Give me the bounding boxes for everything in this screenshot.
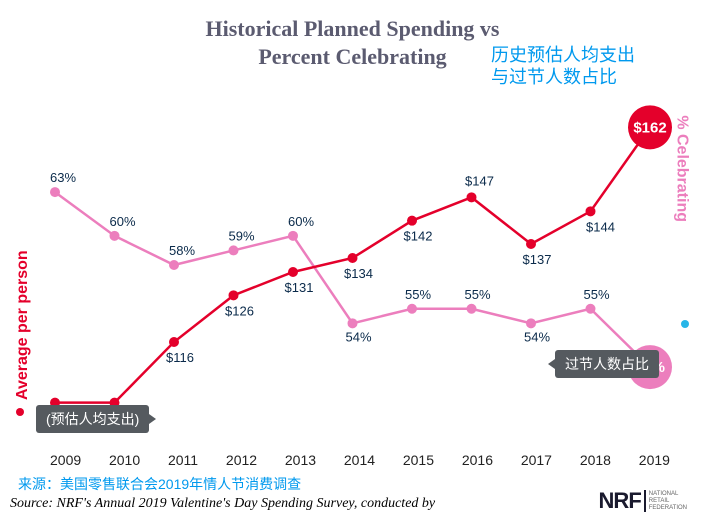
x-tick: 2017 xyxy=(521,452,552,468)
logo-side1: NATIONAL xyxy=(649,491,687,498)
celebrating-label: 54% xyxy=(345,329,371,344)
x-tick: 2013 xyxy=(285,452,316,468)
celebrating-label: 58% xyxy=(169,243,195,258)
spending-marker xyxy=(288,267,298,277)
x-tick: 2015 xyxy=(403,452,434,468)
celebrating-marker xyxy=(407,304,417,314)
nrf-logo: NRF NATIONAL RETAIL FEDERATION xyxy=(599,488,687,514)
celebrating-label: 55% xyxy=(405,287,431,302)
x-tick: 2016 xyxy=(462,452,493,468)
spending-label: $134 xyxy=(344,266,373,281)
celebrating-label: 55% xyxy=(583,287,609,302)
celebrating-label: 55% xyxy=(464,287,490,302)
spending-label: $144 xyxy=(586,219,615,234)
spending-marker xyxy=(526,239,536,249)
plot-area: 63%60%58%59%60%54%55%55%54%55%51%$103$10… xyxy=(0,0,705,524)
source-cn: 来源：美国零售联合会2019年情人节消费调查 xyxy=(18,474,301,494)
celebrating-label: 63% xyxy=(50,170,76,185)
celebrating-marker xyxy=(229,245,239,255)
x-tick: 2009 xyxy=(50,452,81,468)
celebrating-marker xyxy=(110,231,120,241)
celebrating-label: 60% xyxy=(288,214,314,229)
x-tick: 2018 xyxy=(580,452,611,468)
spending-marker xyxy=(467,192,477,202)
spending-label: $131 xyxy=(285,280,314,295)
celebrating-label: 54% xyxy=(524,329,550,344)
spending-endcap-text: $162 xyxy=(633,119,666,136)
spending-marker xyxy=(229,290,239,300)
celebrating-label: 59% xyxy=(228,228,254,243)
logo-main-text: NRF xyxy=(599,488,641,514)
x-tick: 2012 xyxy=(226,452,257,468)
logo-side2: RETAIL xyxy=(649,498,687,505)
celebrating-marker xyxy=(348,318,358,328)
celebrating-marker xyxy=(526,318,536,328)
badge-left: (预估人均支出) xyxy=(36,405,149,433)
celebrating-marker xyxy=(288,231,298,241)
celebrating-marker xyxy=(586,304,596,314)
celebrating-marker xyxy=(169,260,179,270)
badge-right: 过节人数占比 xyxy=(555,350,659,378)
x-axis: 2009 2010 2011 2012 2013 2014 2015 2016 2017 2018… xyxy=(50,452,670,468)
spending-marker xyxy=(348,253,358,263)
x-tick: 2019 xyxy=(639,452,670,468)
spending-label: $147 xyxy=(465,173,494,188)
celebrating-label: 60% xyxy=(109,214,135,229)
spending-marker xyxy=(407,216,417,226)
spending-marker xyxy=(586,206,596,216)
spending-label: $142 xyxy=(404,229,433,244)
spending-label: $116 xyxy=(166,350,194,365)
source-en: Source: NRF's Annual 2019 Valentine's Da… xyxy=(10,496,435,512)
celebrating-marker xyxy=(50,187,60,197)
logo-side3: FEDERATION xyxy=(649,505,687,512)
x-tick: 2010 xyxy=(109,452,140,468)
celebrating-marker xyxy=(467,304,477,314)
spending-label: $126 xyxy=(225,303,254,318)
chart-container: Historical Planned Spending vs Percent C… xyxy=(0,0,705,524)
spending-label: $137 xyxy=(523,252,552,267)
x-tick: 2011 xyxy=(168,452,198,468)
spending-marker xyxy=(169,337,179,347)
x-tick: 2014 xyxy=(344,452,375,468)
